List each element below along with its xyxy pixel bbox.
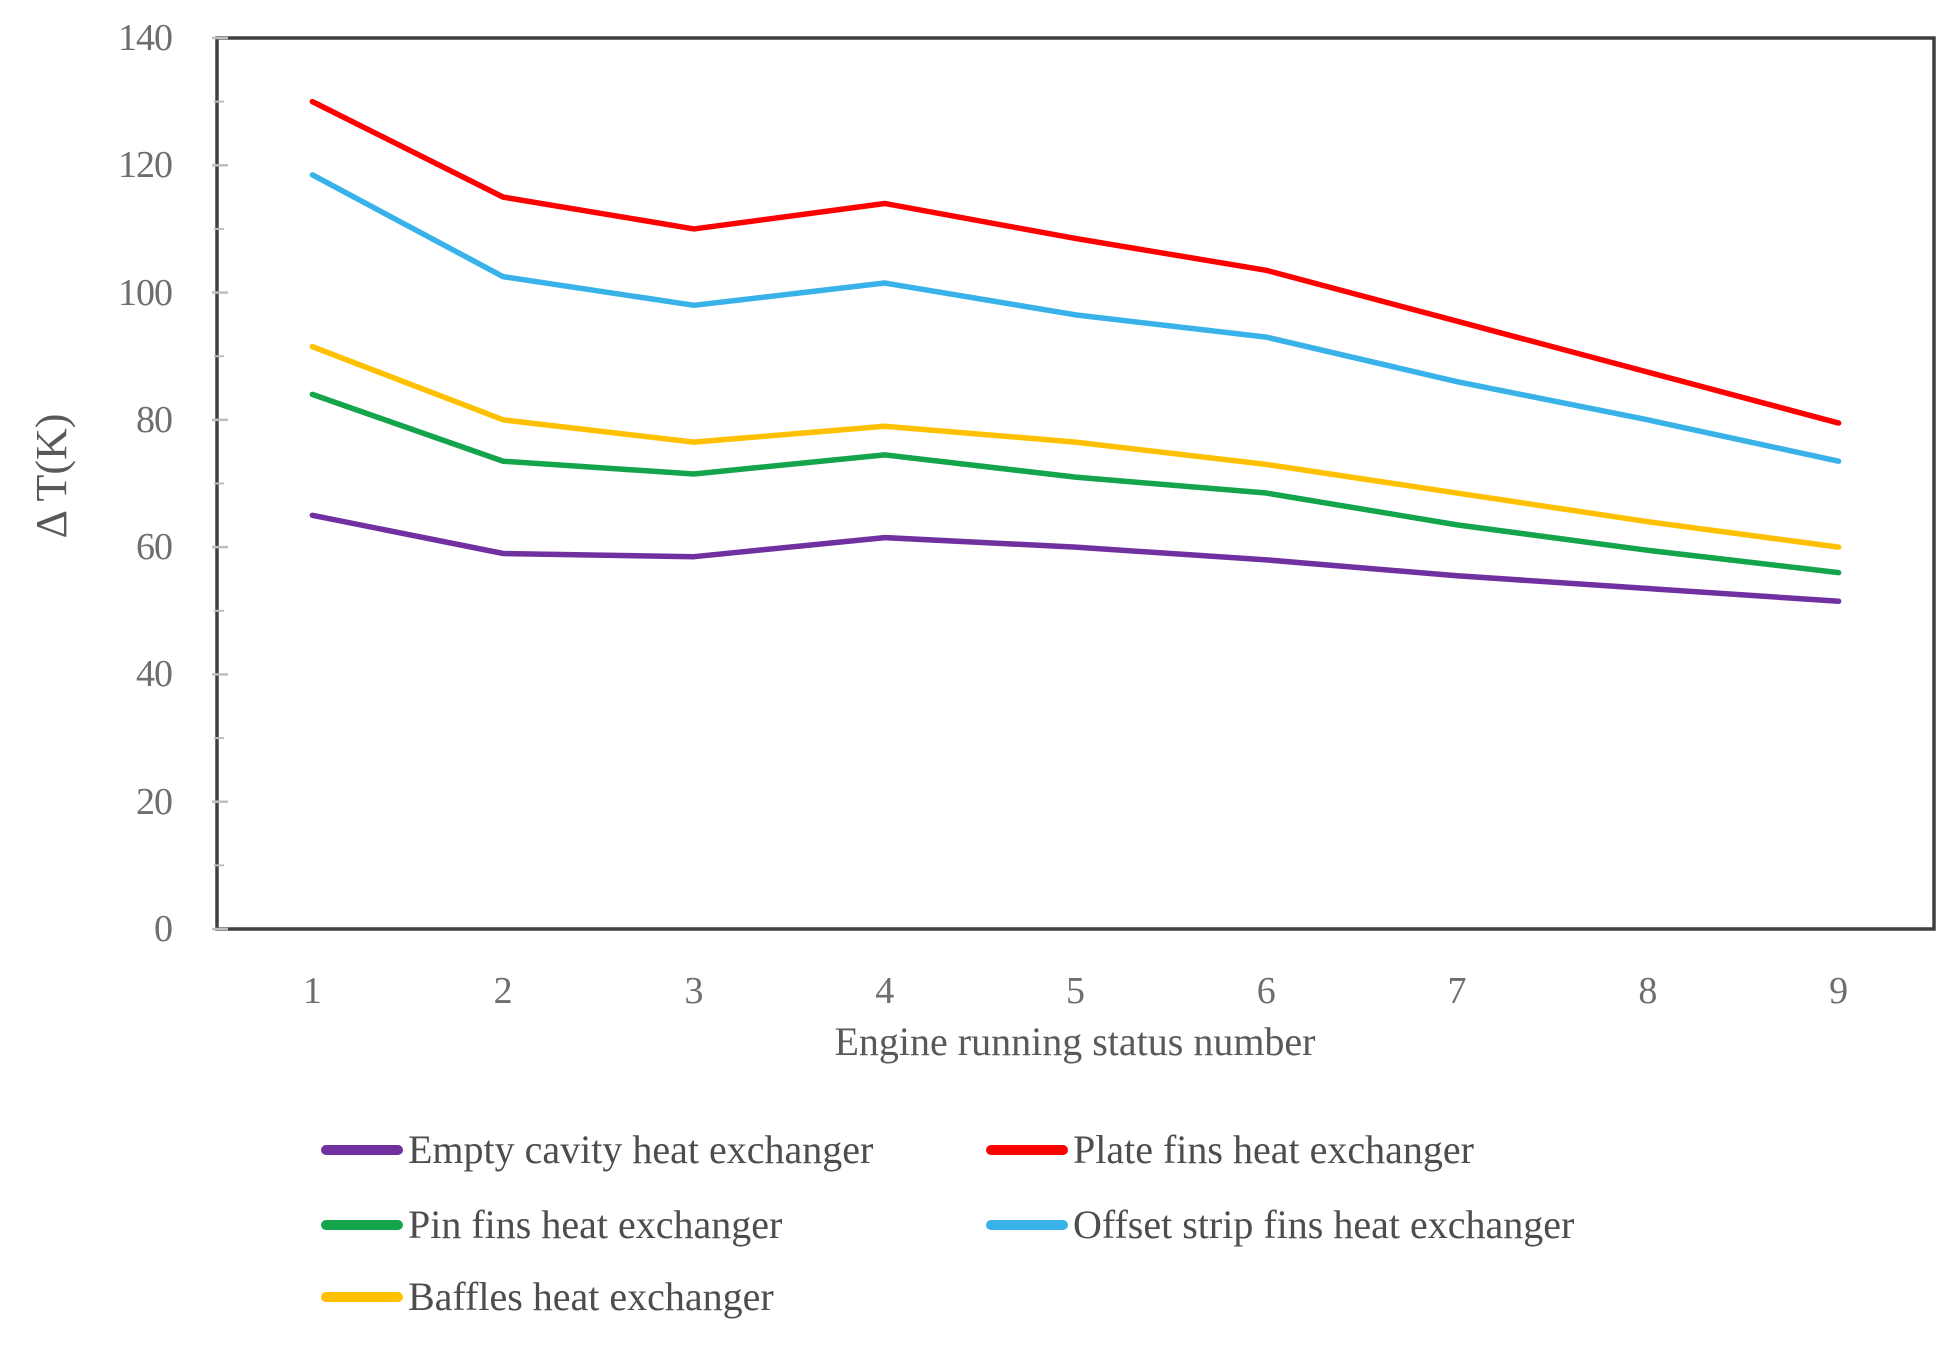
series-line-2 [309, 391, 1842, 576]
legend-label-offset-strip-fins: Offset strip fins heat exchanger [1073, 1202, 1575, 1247]
x-tick-label: 4 [875, 970, 895, 1012]
x-tick-label: 7 [1447, 970, 1467, 1012]
y-tick-label: 40 [136, 653, 173, 696]
legend-label-baffles: Baffles heat exchanger [408, 1274, 774, 1319]
x-tick-label: 5 [1066, 970, 1085, 1012]
y-tick-label: 60 [136, 526, 173, 569]
x-tick-label: 8 [1638, 970, 1658, 1012]
x-tick-label: 2 [493, 970, 513, 1012]
legend-label-pin-fins: Pin fins heat exchanger [408, 1202, 783, 1247]
y-axis-title: Δ T(K) [27, 413, 76, 539]
series-line-0 [309, 512, 1842, 604]
series-line-4 [309, 343, 1842, 550]
y-tick-label: 120 [118, 144, 173, 187]
x-tick-label: 1 [302, 970, 322, 1012]
x-tick-label: 3 [684, 970, 704, 1012]
legend-label-plate-fins: Plate fins heat exchanger [1073, 1127, 1474, 1172]
plot-border [215, 36, 1936, 931]
legend-swatch-pin-fins [321, 1220, 403, 1230]
y-tick-label: 0 [154, 908, 173, 950]
x-tick-label: 9 [1829, 970, 1849, 1012]
legend-swatch-empty-cavity [321, 1145, 403, 1155]
series-line-1 [309, 98, 1842, 426]
legend-swatch-offset-strip-fins [986, 1220, 1068, 1230]
legend-swatch-plate-fins [986, 1145, 1068, 1155]
x-axis-title: Engine running status number [834, 1019, 1316, 1064]
y-tick-label: 80 [136, 398, 173, 441]
legend-swatch-baffles [321, 1292, 403, 1302]
y-tick-label: 20 [136, 780, 173, 823]
y-tick-label: 140 [118, 17, 173, 59]
x-tick-label: 6 [1256, 970, 1276, 1012]
legend-label-empty-cavity: Empty cavity heat exchanger [408, 1127, 874, 1172]
series-line-3 [309, 172, 1842, 464]
y-tick-label: 100 [118, 271, 173, 314]
